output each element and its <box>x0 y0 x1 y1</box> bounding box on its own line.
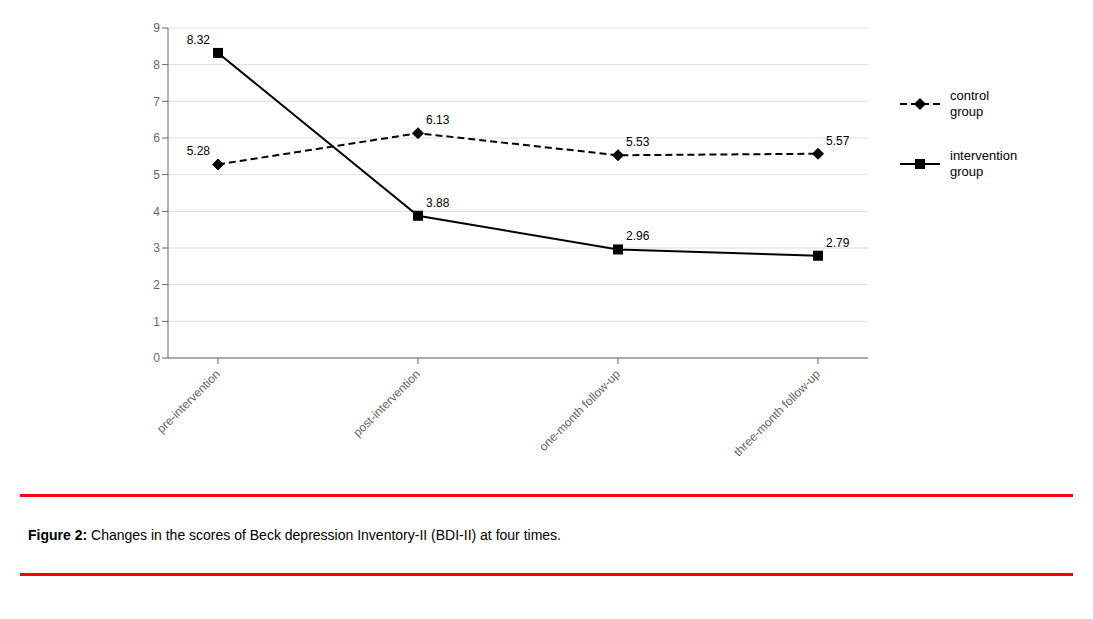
svg-text:2.79: 2.79 <box>826 236 850 250</box>
svg-text:3.88: 3.88 <box>426 196 450 210</box>
svg-text:0: 0 <box>153 351 160 365</box>
svg-text:3: 3 <box>153 241 160 255</box>
svg-text:2: 2 <box>153 278 160 292</box>
svg-text:6.13: 6.13 <box>426 113 450 127</box>
svg-text:8.32: 8.32 <box>187 33 211 47</box>
svg-text:7: 7 <box>153 95 160 109</box>
svg-text:5.28: 5.28 <box>187 144 211 158</box>
svg-text:5.53: 5.53 <box>626 135 650 149</box>
html-text:group: group <box>950 164 984 179</box>
svg-text:5.57: 5.57 <box>826 134 850 148</box>
html-text:control: control <box>950 88 989 103</box>
svg-text:6: 6 <box>153 131 160 145</box>
svg-text:8: 8 <box>153 58 160 72</box>
html-text:group: group <box>950 104 984 119</box>
svg-text:pre-intervention: pre-intervention <box>154 367 223 436</box>
html-text:Figure 2: Changes in the score: Figure 2: Changes in the scores of Beck … <box>28 527 561 543</box>
svg-text:one-month follow-up: one-month follow-up <box>536 367 623 454</box>
svg-text:4: 4 <box>153 205 160 219</box>
svg-text:post-intervention: post-intervention <box>350 367 423 440</box>
svg-text:three-month follow-up: three-month follow-up <box>731 367 823 459</box>
svg-text:5: 5 <box>153 168 160 182</box>
html-text:intervention: intervention <box>950 148 1018 163</box>
svg-text:2.96: 2.96 <box>626 229 650 243</box>
svg-text:1: 1 <box>153 315 160 329</box>
svg-text:9: 9 <box>153 21 160 35</box>
